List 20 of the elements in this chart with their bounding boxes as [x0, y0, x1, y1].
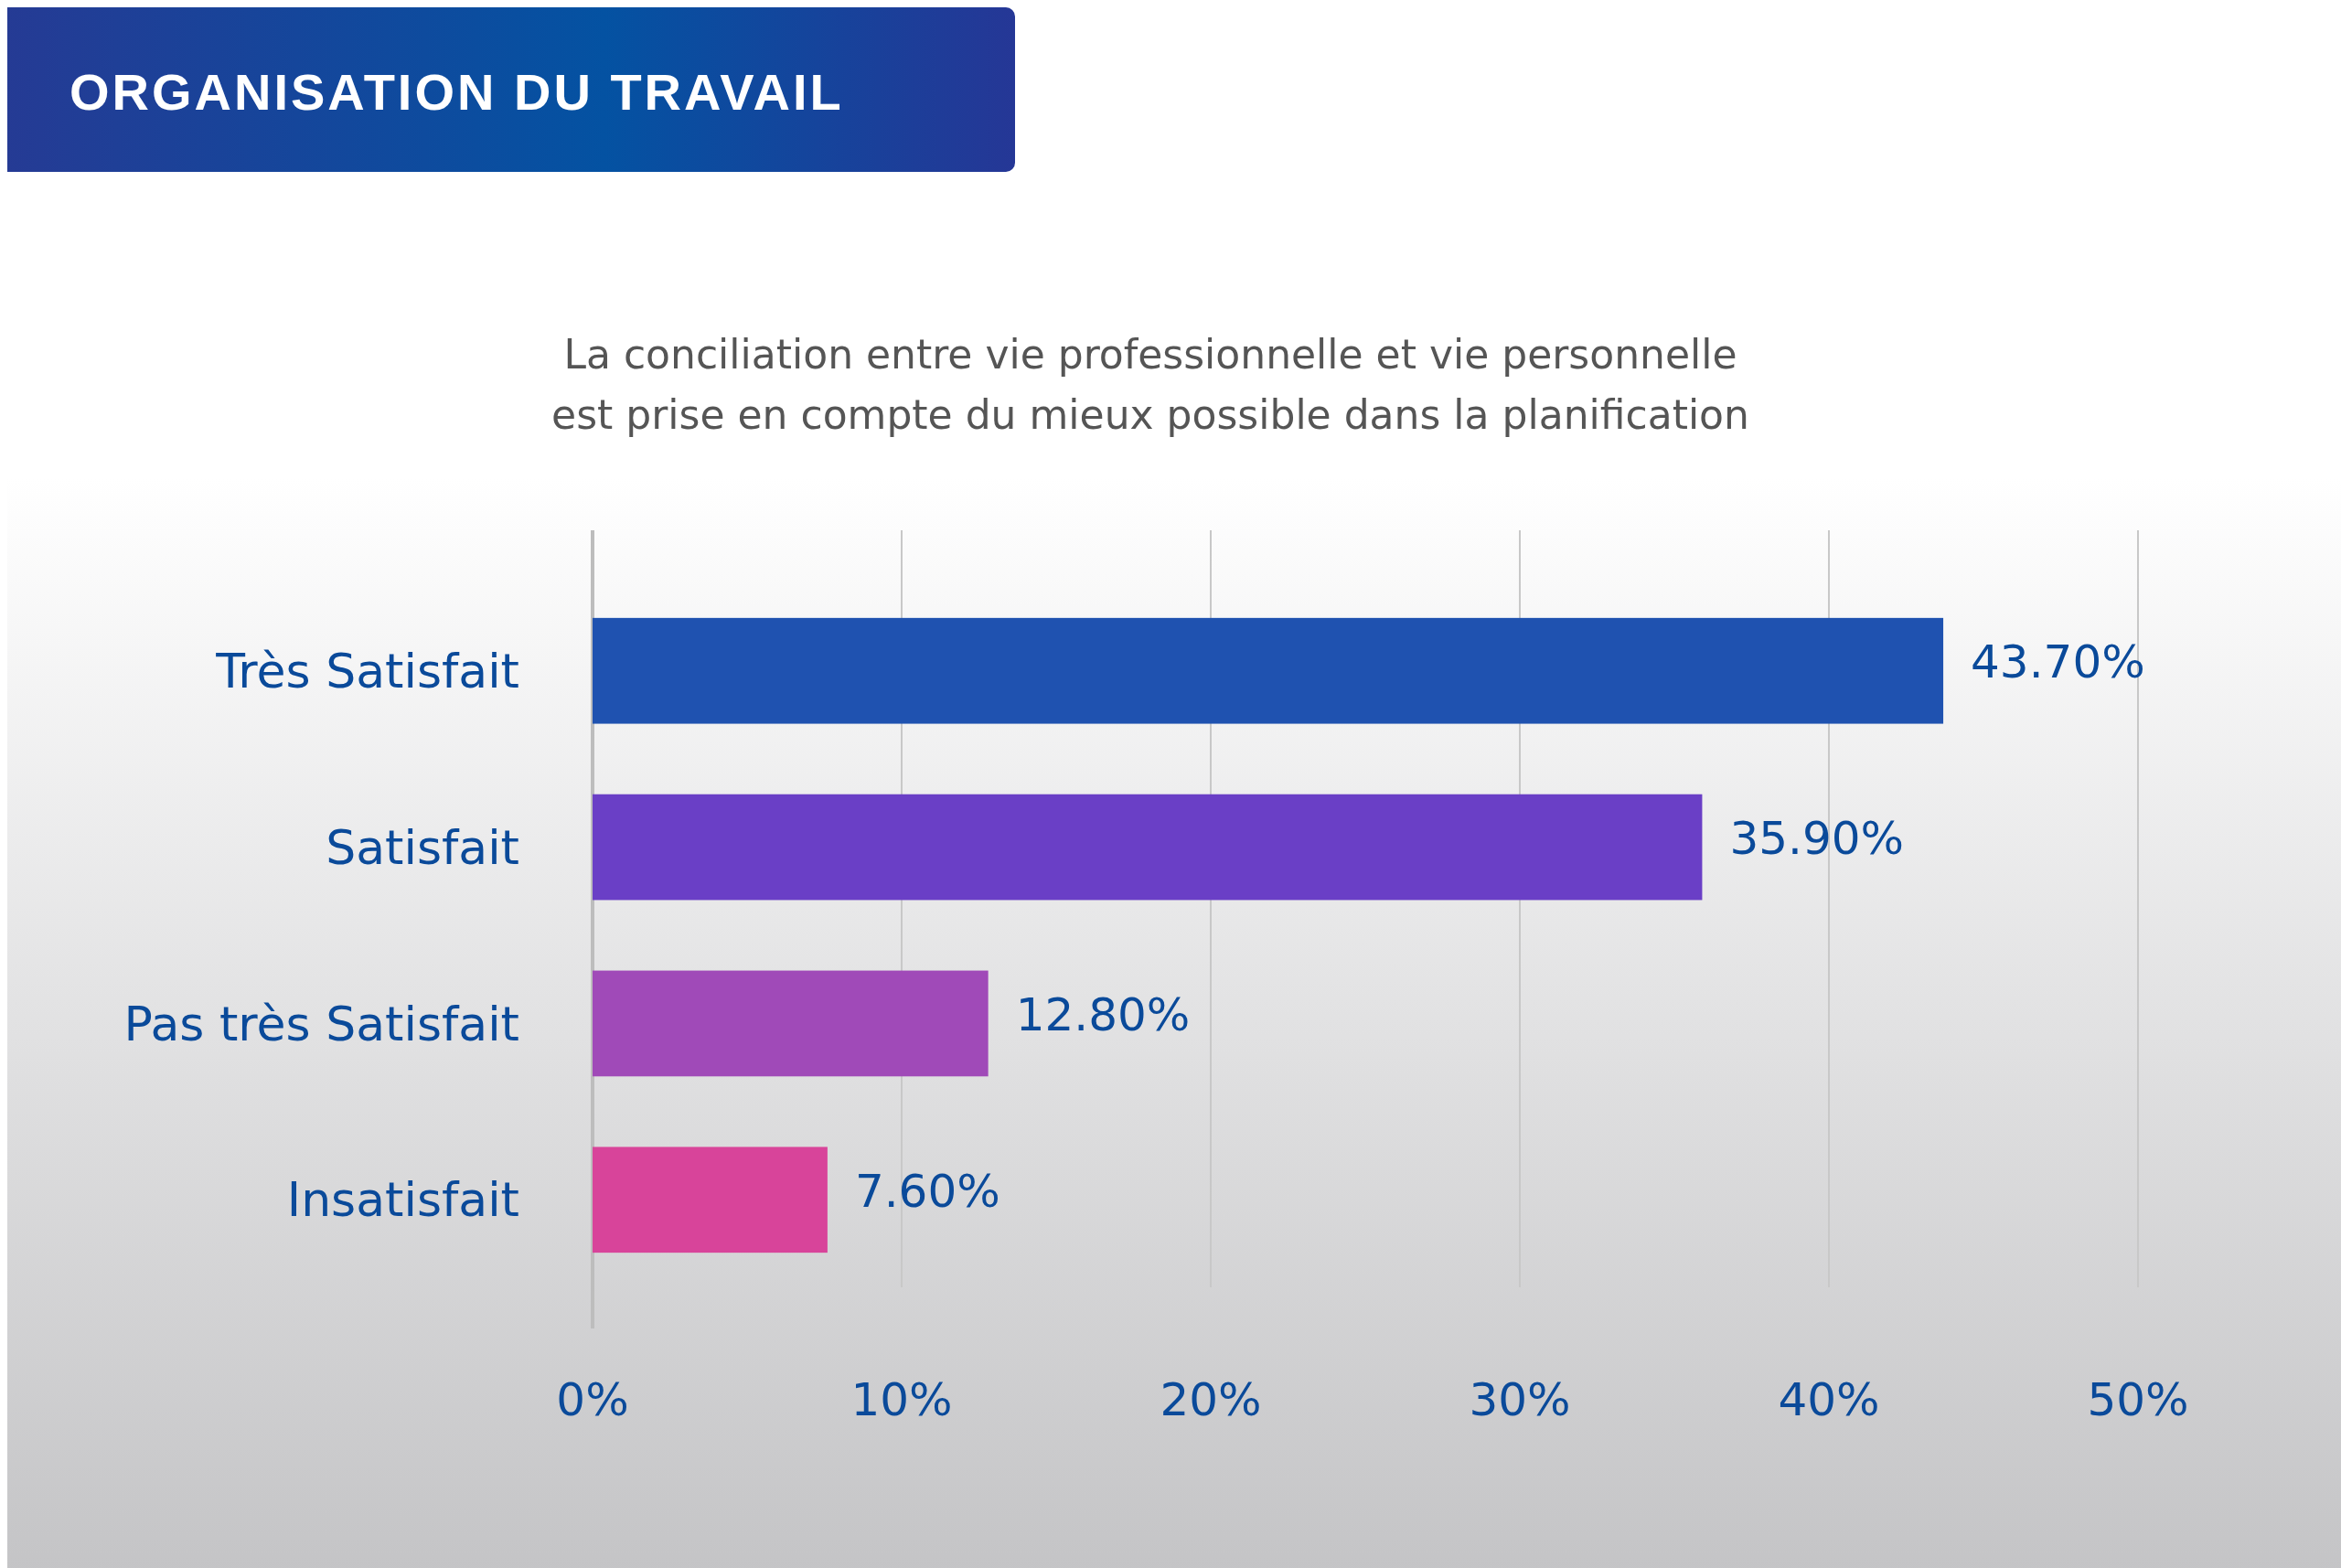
x-tick-label: 0%	[556, 1372, 629, 1426]
bar	[593, 1147, 828, 1253]
x-tick-label: 40%	[1778, 1372, 1880, 1426]
x-tick-label: 30%	[1469, 1372, 1571, 1426]
bar	[593, 617, 1944, 724]
bar	[593, 970, 989, 1077]
chart-subtitle: La conciliation entre vie professionnelle et vie personnelle est prise en compte du mieux possible dans la planification	[551, 331, 1749, 439]
y-tick-label: Pas très Satisfait	[123, 996, 519, 1051]
chart-title: ORGANISATION DU TRAVAIL	[69, 62, 844, 121]
y-tick-label: Satisfait	[326, 819, 519, 875]
x-tick-label: 10%	[850, 1372, 953, 1426]
data-label: 7.60%	[854, 1164, 1000, 1218]
data-label: 12.80%	[1015, 987, 1191, 1041]
data-label: 35.90%	[1729, 812, 1905, 866]
x-tick-label: 20%	[1160, 1372, 1262, 1426]
x-tick-label: 50%	[2087, 1372, 2189, 1426]
y-tick-label: Très Satisfait	[215, 643, 519, 699]
bar	[593, 794, 1703, 901]
data-label: 43.70%	[1971, 635, 2145, 689]
y-tick-label: Insatisfait	[286, 1172, 519, 1228]
